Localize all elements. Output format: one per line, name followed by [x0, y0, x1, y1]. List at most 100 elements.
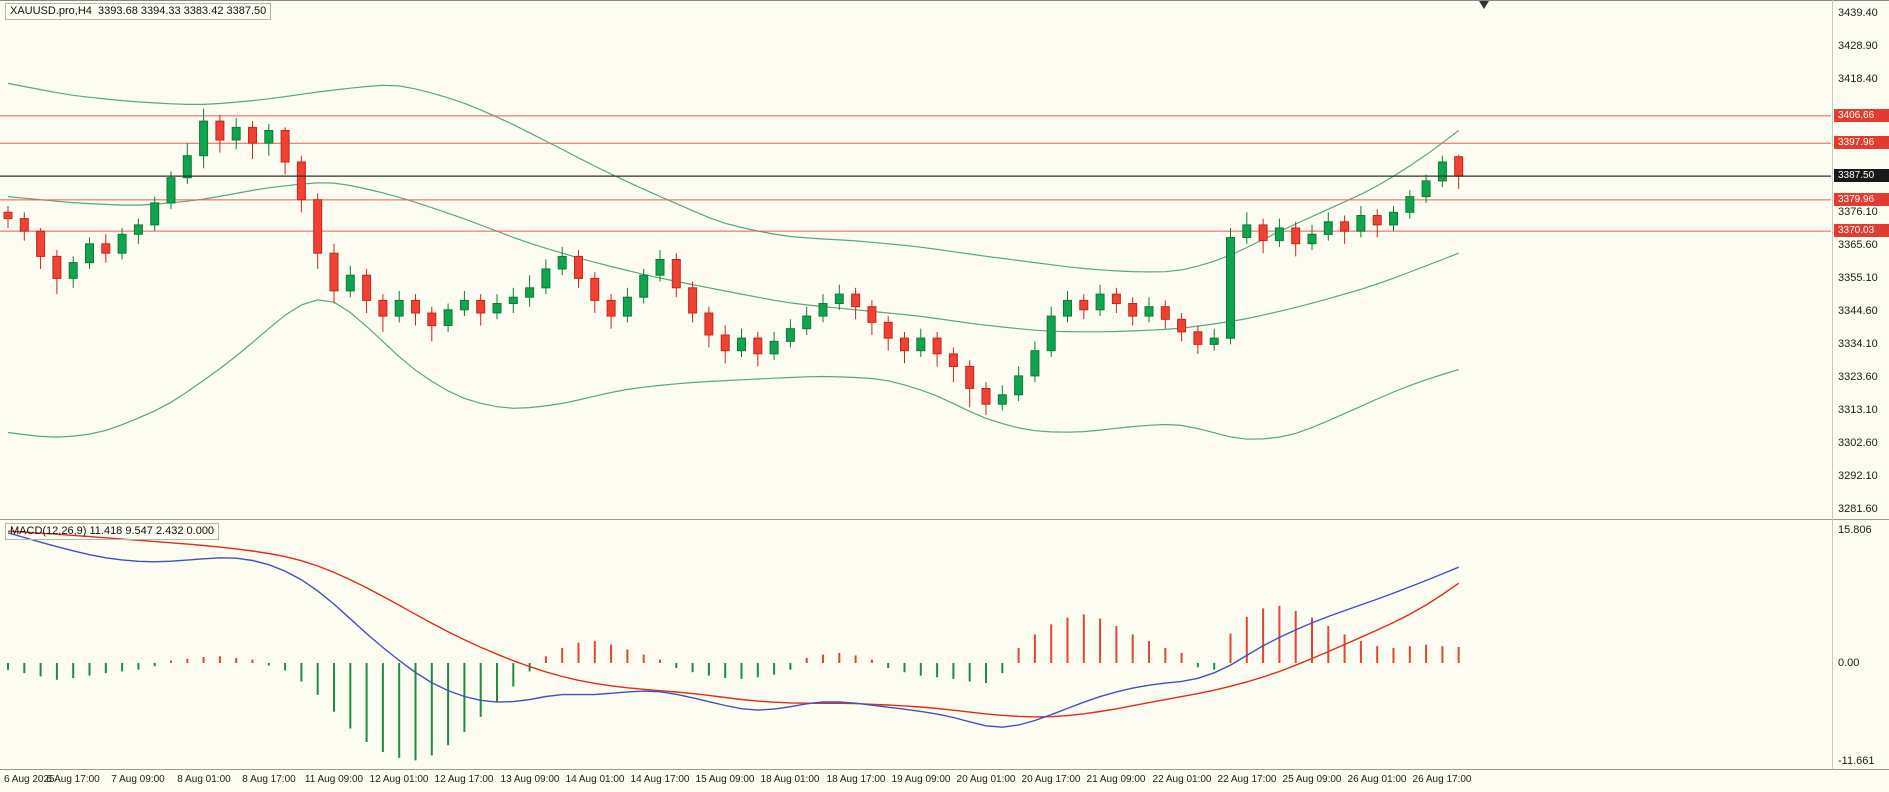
price-axis[interactable] — [1833, 0, 1889, 770]
candle-body — [1291, 227, 1301, 245]
chart-shift-marker-icon — [1479, 1, 1489, 9]
candle-body — [101, 243, 111, 254]
candle-body — [182, 155, 192, 179]
candle-body — [36, 230, 46, 257]
candle-body — [264, 130, 274, 144]
candle-body — [818, 303, 828, 317]
chart-title: XAUUSD.pro,H4 3393.68 3394.33 3383.42 33… — [5, 3, 272, 20]
candle-body — [1160, 306, 1170, 320]
candle-body — [785, 328, 795, 342]
candle-body — [590, 277, 600, 301]
candle-body — [492, 303, 502, 314]
candle-body — [1177, 318, 1187, 333]
candle-body — [883, 321, 893, 339]
candle-body — [133, 224, 143, 235]
candle-body — [427, 312, 437, 327]
candle-body — [574, 255, 583, 279]
candle-body — [52, 255, 62, 279]
bollinger-lower-band[interactable] — [7, 299, 1459, 440]
candle-body — [753, 337, 763, 355]
candle-body — [362, 274, 372, 301]
macd-indicator-label: MACD(12,26,9) 11.418 9.547 2.432 0.000 — [5, 523, 220, 540]
candle-body — [248, 126, 257, 144]
candle-body — [85, 243, 94, 264]
candle-body — [1274, 227, 1284, 242]
bollinger-upper-band[interactable] — [7, 82, 1460, 273]
macd-values-label: MACD(12,26,9) 11.418 9.547 2.432 0.000 — [10, 525, 215, 537]
candle-body — [704, 312, 714, 336]
candle-body — [329, 252, 339, 292]
candle-body — [1111, 293, 1121, 305]
candle-body — [639, 274, 649, 298]
candle-body — [1144, 306, 1154, 317]
candle-body — [3, 211, 13, 220]
candle-body — [948, 353, 958, 367]
candle-body — [199, 120, 209, 157]
macd-signal-line[interactable] — [7, 530, 1460, 718]
candle-body — [68, 262, 78, 279]
candle-body — [916, 337, 926, 352]
candle-body — [622, 296, 632, 317]
candle-body — [1226, 237, 1235, 339]
candle-body — [150, 202, 160, 226]
candle-body — [965, 365, 975, 389]
candle-body — [476, 299, 486, 314]
candle-body — [231, 126, 241, 141]
candle-body — [313, 199, 323, 254]
candle-body — [296, 161, 306, 201]
candle-body — [117, 233, 127, 254]
candle-body — [1242, 224, 1252, 238]
candle-body — [1030, 350, 1040, 377]
candle-body — [737, 337, 746, 352]
candle-body — [851, 293, 861, 308]
candle-body — [1323, 221, 1333, 235]
candle-body — [411, 299, 420, 314]
candle-body — [900, 337, 909, 352]
candle-body — [1095, 293, 1105, 311]
candle-body — [541, 268, 551, 289]
horizontal-levels — [0, 115, 1831, 232]
candle-body — [1454, 156, 1464, 177]
time-axis[interactable] — [0, 770, 1833, 792]
candle-body — [443, 309, 453, 326]
candle-body — [1340, 221, 1350, 232]
candle-body — [1193, 331, 1203, 345]
candle-body — [1063, 299, 1072, 317]
candle-body — [867, 306, 877, 323]
candle-body — [997, 394, 1007, 405]
candle-body — [1372, 215, 1382, 226]
candle-body — [378, 299, 388, 317]
candle-body — [720, 334, 730, 352]
candle-body — [671, 259, 681, 289]
candle-body — [215, 120, 225, 141]
candle-body — [508, 296, 518, 305]
candlestick-series[interactable] — [3, 108, 1464, 416]
candle-body — [1307, 233, 1317, 245]
candle-body — [557, 255, 567, 270]
candle-body — [606, 299, 616, 317]
candle-body — [1389, 211, 1398, 226]
bollinger-middle-band[interactable] — [7, 182, 1459, 333]
candle-body — [1421, 180, 1431, 198]
ohlc-values-label: 3393.68 3394.33 3383.42 3387.50 — [98, 5, 267, 17]
candle-body — [459, 299, 469, 311]
candle-body — [1014, 375, 1024, 396]
candle-body — [1258, 224, 1268, 242]
candle-body — [19, 218, 29, 232]
candle-body — [280, 130, 290, 163]
candle-body — [932, 337, 942, 355]
candle-body — [981, 388, 991, 405]
candle-body — [166, 177, 176, 204]
candle-body — [1046, 315, 1056, 352]
candle-body — [1128, 303, 1138, 317]
candle-body — [834, 293, 844, 305]
candle-body — [688, 287, 698, 314]
macd-histogram — [7, 605, 1460, 761]
candle-body — [655, 259, 665, 276]
candle-body — [769, 340, 779, 355]
bollinger-bands — [7, 82, 1460, 440]
macd-main-line[interactable] — [7, 532, 1459, 728]
candle-body — [1437, 161, 1447, 182]
candle-body — [525, 287, 535, 298]
